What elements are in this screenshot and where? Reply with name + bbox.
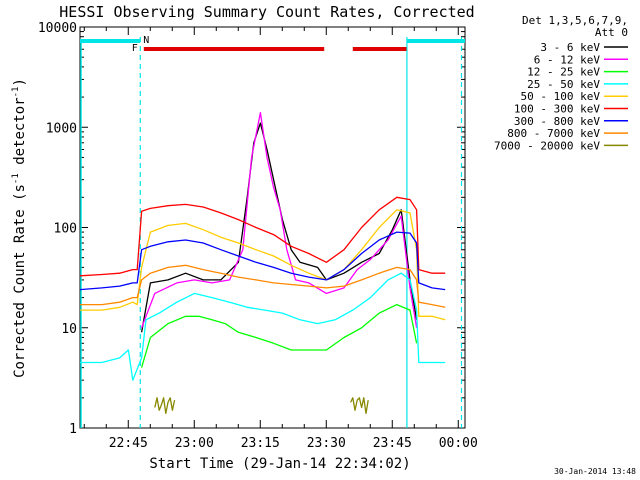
series-line [140, 303, 418, 368]
x-tick-label: 00:00 [439, 436, 478, 451]
series-lines [79, 111, 446, 415]
x-tick-label: 23:45 [373, 436, 412, 451]
footer-timestamp: 30-Jan-2014 13:48 [554, 467, 636, 476]
series-line [140, 122, 418, 333]
y-tick-label: 1000 [46, 121, 77, 136]
series-line [140, 111, 418, 329]
y-tick-labels: 1 10 100 1000 10000 [38, 21, 77, 437]
chart-title: HESSI Observing Summary Count Rates, Cor… [59, 3, 474, 21]
y-tick-label: 10000 [38, 21, 77, 36]
legend-label: 100 - 300 keV [514, 103, 600, 116]
x-tick-label: 23:30 [307, 436, 346, 451]
legend-label: 7000 - 20000 keV [494, 139, 600, 152]
legend-header: Att 0 [595, 26, 628, 39]
x-tick-label: 23:15 [241, 436, 280, 451]
night-flag-label: N [143, 35, 149, 46]
legend-header: Det 1,3,5,6,7,9, [522, 14, 628, 27]
y-tick-label: 100 [54, 222, 77, 237]
series-line [80, 209, 446, 321]
legend-label: 50 - 100 keV [521, 90, 601, 103]
legend-label: 300 - 800 keV [514, 115, 600, 128]
x-axis-label: Start Time (29-Jan-14 22:34:02) [149, 456, 410, 472]
series-line [80, 272, 446, 381]
y-axis-label-main: Corrected Count Rate (s [12, 184, 28, 378]
y-tick-label: 1 [69, 422, 77, 437]
y-axis-label-mid: detector [12, 97, 28, 173]
flare-flag-label: F [132, 43, 138, 54]
y-axis-label-end: ) [12, 78, 28, 86]
series-line [79, 196, 446, 277]
legend-label: 3 - 6 keV [540, 41, 600, 54]
series-line [80, 264, 446, 308]
x-tick-labels: 22:45 23:00 23:15 23:30 23:45 00:00 [109, 436, 478, 451]
legend-label: 25 - 50 keV [527, 78, 600, 91]
x-tick-label: 22:45 [109, 436, 148, 451]
y-axis-label-sup2: -1 [11, 87, 21, 98]
y-tick-label: 10 [61, 322, 77, 337]
x-tick-label: 23:00 [175, 436, 214, 451]
observing-markers: NF [80, 35, 465, 428]
series-line [79, 231, 446, 291]
y-axis-label-sup1: -1 [11, 173, 21, 184]
series-line [154, 397, 369, 415]
legend-label: 800 - 7000 keV [507, 127, 600, 140]
legend-label: 12 - 25 keV [527, 66, 600, 79]
y-axis-label: Corrected Count Rate (s-1 detector-1) [11, 78, 28, 378]
legend-label: 6 - 12 keV [534, 53, 601, 66]
